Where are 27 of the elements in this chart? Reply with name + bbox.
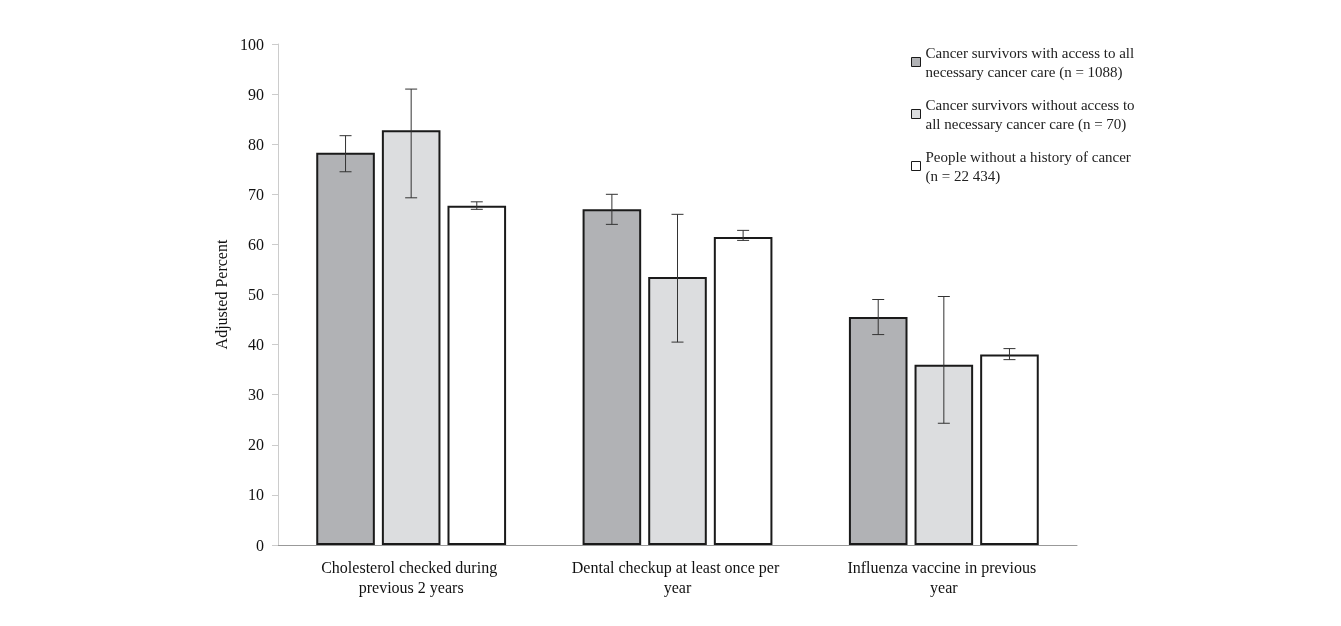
legend-label: Cancer survivors with access to all necessary cancer care (n = 1088) — [925, 44, 1138, 81]
y-axis-title: Adjusted Percent — [212, 239, 231, 350]
bar — [381, 130, 441, 545]
bar — [582, 209, 642, 545]
legend-label: People without a history of cancer (n = 22 434) — [925, 148, 1135, 185]
bar — [648, 276, 707, 545]
x-tick-label: Influenza vaccine in previous year — [847, 558, 1041, 597]
y-tick-label: 90 — [248, 85, 264, 103]
y-tick-label: 60 — [248, 235, 264, 253]
y-tick-label: 20 — [248, 436, 264, 454]
y-tick-label: 10 — [248, 486, 264, 504]
bar — [316, 152, 375, 545]
y-tick-label: 50 — [248, 286, 264, 303]
bar — [914, 364, 974, 545]
y-tick-label: 40 — [248, 336, 264, 354]
x-tick-label: Dental checkup at least once per year — [571, 558, 784, 597]
y-tick-label: 30 — [248, 386, 264, 404]
y-tick-label: 100 — [240, 35, 264, 53]
y-tick-label: 0 — [256, 536, 264, 554]
bar — [848, 317, 908, 545]
bar — [980, 354, 1039, 545]
x-tick-label: Cholesterol checked during previous 2 years — [321, 558, 502, 597]
bar — [447, 205, 507, 545]
legend-label: Cancer survivors without access to all necessary cancer care (n = 70) — [925, 96, 1139, 133]
y-tick-label: 70 — [248, 185, 264, 203]
bar — [713, 236, 773, 545]
y-tick-label: 80 — [248, 135, 264, 153]
